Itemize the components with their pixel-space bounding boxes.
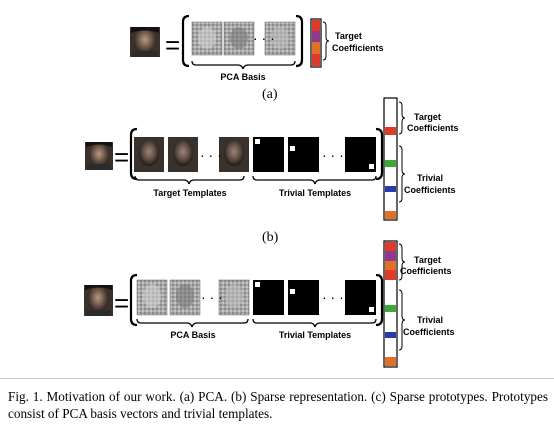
coefficient-cell bbox=[385, 261, 396, 270]
target-coef-label-line1: Target bbox=[335, 31, 362, 41]
target-coef-label-line2: Coefficients bbox=[407, 123, 459, 133]
ellipsis: · · · bbox=[253, 30, 275, 46]
target-coef-label-line1: Target bbox=[414, 112, 441, 122]
ellipsis: · · · bbox=[200, 147, 222, 163]
panel-b-tag: (b) bbox=[262, 230, 279, 245]
pca-basis-label: PCA Basis bbox=[170, 330, 215, 340]
panel-c: = · · · · · · PCA Basis Trivial Template… bbox=[84, 240, 455, 368]
coefficient-cell bbox=[312, 42, 320, 54]
panel-b: = · · · · · · Target Templates Trivial T… bbox=[85, 97, 459, 245]
coefficient-cell bbox=[385, 186, 396, 192]
left-bracket bbox=[181, 14, 190, 68]
trivial-template-tiles bbox=[253, 137, 376, 172]
coefficient-cell bbox=[385, 251, 396, 261]
coefficient-cell bbox=[385, 305, 396, 312]
panel-a-tag: (a) bbox=[262, 87, 278, 102]
underbrace bbox=[191, 60, 296, 70]
pca-basis-tiles bbox=[191, 21, 296, 56]
target-coef-label-line2: Coefficients bbox=[332, 43, 384, 53]
pca-basis-tiles bbox=[136, 279, 250, 316]
coefficient-cell bbox=[385, 332, 396, 338]
caption-divider bbox=[0, 378, 554, 379]
left-bracket bbox=[129, 127, 138, 181]
trivial-underbrace bbox=[252, 175, 377, 185]
target-coef-brace bbox=[398, 243, 406, 281]
coefficient-cell bbox=[385, 270, 396, 280]
panel-a: = · · · PCA Basis Target Coefficients bbox=[130, 14, 384, 102]
coefficient-cell bbox=[385, 357, 396, 366]
equals-sign: = bbox=[114, 288, 129, 318]
coefficient-cell bbox=[312, 31, 320, 42]
target-coef-label-line2: Coefficients bbox=[400, 266, 452, 276]
target-templates-label: Target Templates bbox=[153, 188, 226, 198]
equals-sign: = bbox=[165, 30, 180, 60]
pca-underbrace bbox=[136, 318, 249, 328]
trivial-coef-label-line2: Coefficients bbox=[404, 185, 456, 195]
trivial-templates-label: Trivial Templates bbox=[279, 330, 351, 340]
coefficient-vector bbox=[383, 240, 398, 368]
coefficient-cell bbox=[312, 20, 320, 31]
right-bracket bbox=[375, 273, 384, 327]
trivial-coef-label-line2: Coefficients bbox=[403, 327, 455, 337]
figure-diagram: = · · · PCA Basis Target Coefficients bbox=[84, 14, 459, 368]
trivial-coef-brace bbox=[398, 289, 406, 351]
input-face-image bbox=[85, 142, 113, 170]
coefficient-cell bbox=[312, 54, 320, 66]
trivial-coef-brace bbox=[398, 145, 406, 203]
coefficient-cell bbox=[385, 160, 396, 167]
right-bracket bbox=[295, 14, 304, 68]
input-face-image bbox=[130, 27, 160, 57]
coefficient-cell bbox=[385, 127, 396, 135]
equals-sign: = bbox=[114, 142, 129, 172]
target-template-tiles bbox=[134, 137, 249, 172]
right-bracket bbox=[375, 127, 384, 181]
trivial-template-tiles bbox=[253, 280, 376, 315]
figure-caption: Fig. 1. Motivation of our work. (a) PCA.… bbox=[8, 389, 548, 421]
target-coef-label-line1: Target bbox=[414, 255, 441, 265]
input-face-image bbox=[84, 285, 113, 316]
trivial-coef-label-line1: Trivial bbox=[417, 173, 443, 183]
left-bracket bbox=[129, 273, 138, 327]
trivial-coef-label-line1: Trivial bbox=[417, 315, 443, 325]
target-coefficient-vector bbox=[310, 18, 322, 68]
target-underbrace bbox=[134, 175, 245, 185]
coefficient-vector bbox=[383, 97, 398, 221]
ellipsis: · · · bbox=[201, 289, 223, 305]
coef-brace bbox=[322, 21, 330, 61]
pca-basis-label: PCA Basis bbox=[220, 72, 265, 82]
ellipsis: · · · bbox=[322, 289, 344, 305]
target-coef-brace bbox=[398, 101, 406, 135]
trivial-templates-label: Trivial Templates bbox=[279, 188, 351, 198]
trivial-underbrace bbox=[252, 318, 377, 328]
ellipsis: · · · bbox=[322, 147, 344, 163]
coefficient-cell bbox=[385, 242, 396, 251]
coefficient-cell bbox=[385, 211, 396, 219]
